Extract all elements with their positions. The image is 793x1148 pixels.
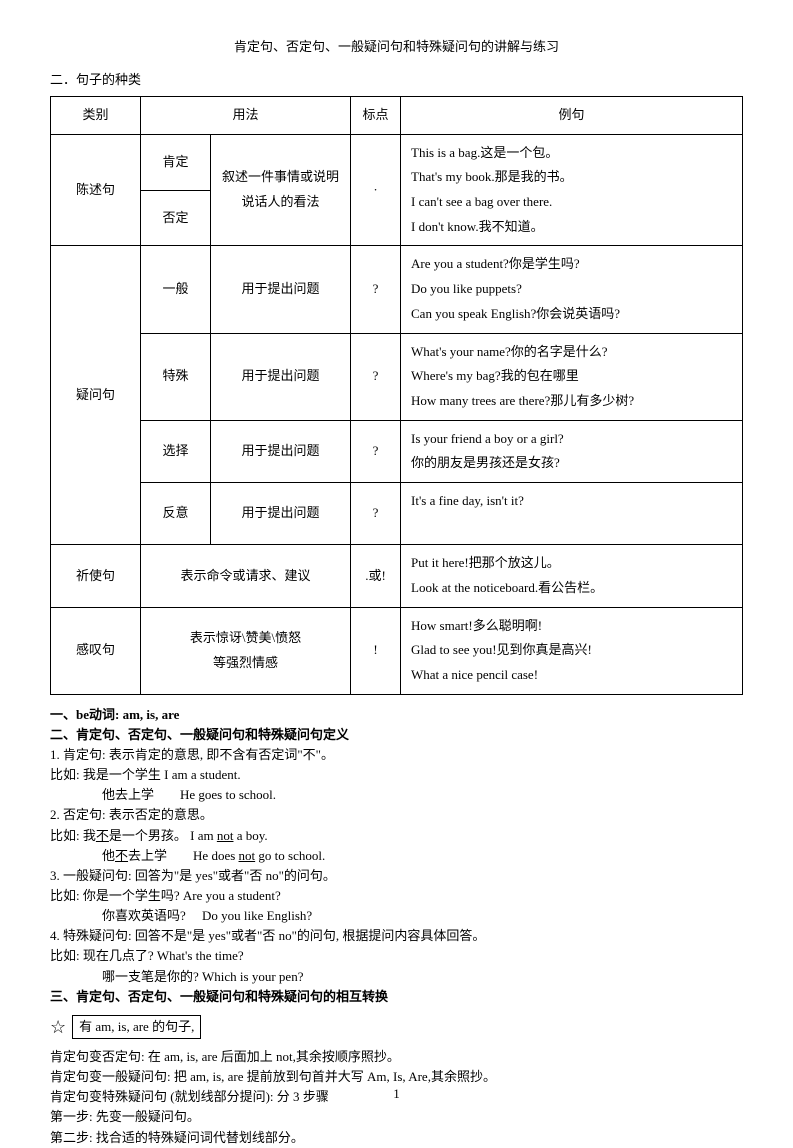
paragraph: 你喜欢英语吗? Do you like English? xyxy=(50,906,743,926)
cell-punct: ? xyxy=(351,420,401,482)
cell-examples: How smart!多么聪明啊!Glad to see you!见到你真是高兴!… xyxy=(401,607,743,694)
subheading: 一、be动词: am, is, are xyxy=(50,705,743,725)
section-heading: 二．句子的种类 xyxy=(50,69,743,88)
cell-category: 疑问句 xyxy=(51,246,141,545)
cell-examples: Put it here!把那个放这儿。Look at the noticeboa… xyxy=(401,545,743,607)
cell-subtype: 反意 xyxy=(141,482,211,544)
paragraph: 2. 否定句: 表示否定的意思。 xyxy=(50,805,743,825)
paragraph: 4. 特殊疑问句: 回答不是"是 yes"或者"否 no"的问句, 根据提问内容… xyxy=(50,926,743,946)
cell-subtype: 选择 xyxy=(141,420,211,482)
paragraph: 3. 一般疑问句: 回答为"是 yes"或者"否 no"的问句。 xyxy=(50,866,743,886)
paragraph: 第一步: 先变一般疑问句。 xyxy=(50,1107,743,1127)
paragraph: 第二步: 找合适的特殊疑问词代替划线部分。 xyxy=(50,1128,743,1148)
sentence-types-table: 类别 用法 标点 例句 陈述句 肯定 叙述一件事情或说明说话人的看法 · Thi… xyxy=(50,96,743,695)
cell-examples: Is your friend a boy or a girl?你的朋友是男孩还是… xyxy=(401,420,743,482)
paragraph: 肯定句变一般疑问句: 把 am, is, are 提前放到句首并大写 Am, I… xyxy=(50,1067,743,1087)
table-header-row: 类别 用法 标点 例句 xyxy=(51,97,743,135)
cell-punct: ? xyxy=(351,482,401,544)
cell-subtype: 一般 xyxy=(141,246,211,333)
paragraph: 他不去上学 He does not go to school. xyxy=(50,846,743,866)
cell-examples: This is a bag.这是一个包。That's my book.那是我的书… xyxy=(401,134,743,246)
table-row: 陈述句 肯定 叙述一件事情或说明说话人的看法 · This is a bag.这… xyxy=(51,134,743,190)
star-icon: ☆ xyxy=(50,1018,66,1036)
highlighted-line: ☆ 有 am, is, are 的句子, xyxy=(50,1015,743,1039)
table-row: 特殊 用于提出问题 ? What's your name?你的名字是什么?Whe… xyxy=(51,333,743,420)
document-title: 肯定句、否定句、一般疑问句和特殊疑问句的讲解与练习 xyxy=(50,36,743,55)
subheading: 二、肯定句、否定句、一般疑问句和特殊疑问句定义 xyxy=(50,725,743,745)
cell-usage: 用于提出问题 xyxy=(211,246,351,333)
header-punct: 标点 xyxy=(351,97,401,135)
cell-punct: ? xyxy=(351,246,401,333)
table-row: 感叹句 表示惊讶\赞美\愤怒等强烈情感 ! How smart!多么聪明啊!Gl… xyxy=(51,607,743,694)
cell-examples: Are you a student?你是学生吗?Do you like pupp… xyxy=(401,246,743,333)
cell-punct: · xyxy=(351,134,401,246)
paragraph: 比如: 现在几点了? What's the time? xyxy=(50,946,743,966)
paragraph: 1. 肯定句: 表示肯定的意思, 即不含有否定词"不"。 xyxy=(50,745,743,765)
explanation-section: 一、be动词: am, is, are 二、肯定句、否定句、一般疑问句和特殊疑问… xyxy=(50,705,743,1148)
header-category: 类别 xyxy=(51,97,141,135)
cell-usage: 表示命令或请求、建议 xyxy=(141,545,351,607)
cell-category: 祈使句 xyxy=(51,545,141,607)
subheading: 三、肯定句、否定句、一般疑问句和特殊疑问句的相互转换 xyxy=(50,987,743,1007)
cell-examples: It's a fine day, isn't it? xyxy=(401,482,743,544)
cell-category: 陈述句 xyxy=(51,134,141,246)
table-row: 祈使句 表示命令或请求、建议 .或! Put it here!把那个放这儿。Lo… xyxy=(51,545,743,607)
header-usage: 用法 xyxy=(141,97,351,135)
cell-punct: ! xyxy=(351,607,401,694)
cell-subtype: 特殊 xyxy=(141,333,211,420)
cell-punct: .或! xyxy=(351,545,401,607)
table-row: 选择 用于提出问题 ? Is your friend a boy or a gi… xyxy=(51,420,743,482)
cell-examples: What's your name?你的名字是什么?Where's my bag?… xyxy=(401,333,743,420)
boxed-text: 有 am, is, are 的句子, xyxy=(72,1015,201,1039)
page-number: 1 xyxy=(0,1086,793,1102)
paragraph: 比如: 我不是一个男孩。 I am not a boy. xyxy=(50,826,743,846)
cell-subtype: 否定 xyxy=(141,190,211,246)
paragraph: 哪一支笔是你的? Which is your pen? xyxy=(50,967,743,987)
paragraph: 比如: 我是一个学生 I am a student. xyxy=(50,765,743,785)
cell-usage: 用于提出问题 xyxy=(211,333,351,420)
paragraph: 比如: 你是一个学生吗? Are you a student? xyxy=(50,886,743,906)
cell-usage: 叙述一件事情或说明说话人的看法 xyxy=(211,134,351,246)
header-example: 例句 xyxy=(401,97,743,135)
table-row: 疑问句 一般 用于提出问题 ? Are you a student?你是学生吗?… xyxy=(51,246,743,333)
cell-category: 感叹句 xyxy=(51,607,141,694)
cell-subtype: 肯定 xyxy=(141,134,211,190)
cell-punct: ? xyxy=(351,333,401,420)
cell-usage: 用于提出问题 xyxy=(211,482,351,544)
table-row: 反意 用于提出问题 ? It's a fine day, isn't it? xyxy=(51,482,743,544)
paragraph: 肯定句变否定句: 在 am, is, are 后面加上 not,其余按顺序照抄。 xyxy=(50,1047,743,1067)
cell-usage: 用于提出问题 xyxy=(211,420,351,482)
cell-usage: 表示惊讶\赞美\愤怒等强烈情感 xyxy=(141,607,351,694)
paragraph: 他去上学 He goes to school. xyxy=(50,785,743,805)
